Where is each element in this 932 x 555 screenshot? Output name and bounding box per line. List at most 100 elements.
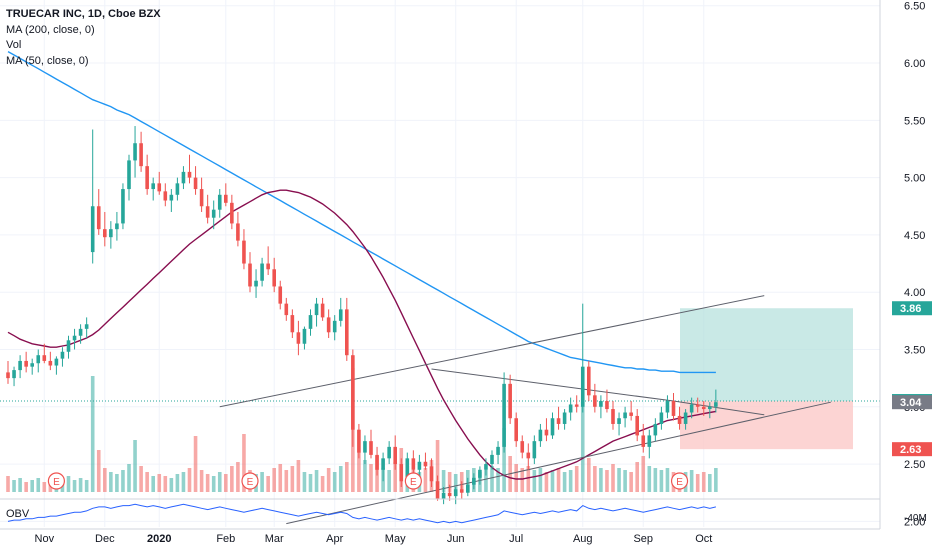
candle-body[interactable] bbox=[12, 370, 16, 379]
candle-body[interactable] bbox=[671, 401, 676, 416]
candle-body[interactable] bbox=[508, 383, 512, 419]
candle-body[interactable] bbox=[562, 412, 567, 424]
candle-body[interactable] bbox=[36, 355, 41, 364]
candle-body[interactable] bbox=[175, 183, 180, 195]
candle-body[interactable] bbox=[490, 454, 494, 465]
candle-body[interactable] bbox=[139, 143, 143, 167]
candle-body[interactable] bbox=[103, 229, 107, 238]
candle-body[interactable] bbox=[199, 189, 204, 207]
candle-body[interactable] bbox=[587, 366, 591, 396]
candle-body[interactable] bbox=[224, 194, 228, 203]
candle-body[interactable] bbox=[338, 309, 343, 321]
candle-body[interactable] bbox=[441, 492, 446, 499]
candle-body[interactable] bbox=[411, 458, 416, 470]
candle-body[interactable] bbox=[574, 404, 579, 407]
candle-body[interactable] bbox=[526, 452, 531, 459]
price-badge[interactable] bbox=[892, 301, 932, 316]
candle-body[interactable] bbox=[653, 423, 658, 436]
earnings-marker[interactable] bbox=[241, 472, 259, 490]
candle-body[interactable] bbox=[115, 223, 119, 230]
legend-vol[interactable]: Vol bbox=[6, 39, 22, 51]
legend-ma50[interactable]: MA (50, close, 0) bbox=[6, 54, 89, 67]
candle-body[interactable] bbox=[683, 412, 688, 424]
candle-body[interactable] bbox=[677, 415, 682, 424]
candle-body[interactable] bbox=[205, 206, 210, 218]
candle-body[interactable] bbox=[96, 206, 101, 230]
candle-body[interactable] bbox=[496, 446, 500, 455]
candle-body[interactable] bbox=[284, 303, 289, 316]
candle-body[interactable] bbox=[695, 404, 700, 407]
candle-body[interactable] bbox=[580, 366, 585, 407]
candle-body[interactable] bbox=[290, 315, 295, 333]
legend-ma200[interactable]: MA (200, close, 0) bbox=[6, 23, 95, 36]
candle-body[interactable] bbox=[665, 401, 670, 413]
candle-body[interactable] bbox=[659, 412, 664, 424]
candle-body[interactable] bbox=[266, 263, 270, 270]
candle-body[interactable] bbox=[121, 189, 125, 224]
candle-body[interactable] bbox=[502, 383, 506, 447]
stop-zone[interactable] bbox=[680, 401, 853, 450]
candle-body[interactable] bbox=[308, 315, 313, 329]
candle-body[interactable] bbox=[532, 441, 537, 459]
candle-body[interactable] bbox=[272, 269, 276, 287]
candle-body[interactable] bbox=[302, 328, 307, 344]
candle-body[interactable] bbox=[314, 303, 319, 316]
candle-body[interactable] bbox=[568, 404, 573, 413]
candle-body[interactable] bbox=[84, 324, 89, 329]
candle-body[interactable] bbox=[538, 429, 543, 442]
candle-body[interactable] bbox=[72, 335, 77, 341]
candle-body[interactable] bbox=[30, 363, 34, 367]
candle-body[interactable] bbox=[459, 489, 464, 493]
candle-body[interactable] bbox=[466, 484, 470, 493]
candle-body[interactable] bbox=[248, 263, 252, 287]
legend-symbol-title[interactable]: TRUECAR INC, 1D, Cboe BZX bbox=[6, 8, 161, 20]
candle-body[interactable] bbox=[520, 441, 525, 453]
candle-body[interactable] bbox=[296, 332, 301, 344]
candle-body[interactable] bbox=[605, 401, 609, 410]
candle-body[interactable] bbox=[447, 492, 452, 497]
candle-body[interactable] bbox=[42, 355, 47, 361]
candle-body[interactable] bbox=[60, 351, 65, 359]
candle-body[interactable] bbox=[6, 372, 10, 379]
candle-body[interactable] bbox=[556, 418, 561, 424]
candle-body[interactable] bbox=[708, 406, 712, 410]
candle-body[interactable] bbox=[326, 317, 331, 333]
candle-body[interactable] bbox=[163, 191, 168, 201]
candle-body[interactable] bbox=[363, 441, 367, 453]
price-badge[interactable] bbox=[892, 442, 932, 457]
candle-body[interactable] bbox=[242, 240, 246, 264]
trendline[interactable] bbox=[431, 368, 674, 402]
candle-body[interactable] bbox=[18, 360, 22, 371]
candle-body[interactable] bbox=[260, 263, 264, 281]
candle-body[interactable] bbox=[54, 358, 59, 366]
candle-body[interactable] bbox=[599, 401, 603, 407]
candle-body[interactable] bbox=[66, 340, 71, 352]
candle-body[interactable] bbox=[550, 418, 555, 436]
target-zone[interactable] bbox=[680, 308, 853, 402]
candle-body[interactable] bbox=[629, 412, 633, 416]
candle-body[interactable] bbox=[544, 429, 549, 436]
candle-body[interactable] bbox=[453, 489, 458, 497]
candle-body[interactable] bbox=[593, 395, 597, 407]
candle-body[interactable] bbox=[635, 415, 639, 436]
price-badge[interactable] bbox=[892, 395, 932, 410]
candle-body[interactable] bbox=[435, 481, 440, 499]
candle-body[interactable] bbox=[127, 160, 131, 190]
candle-body[interactable] bbox=[236, 223, 240, 241]
candle-body[interactable] bbox=[133, 143, 137, 161]
candle-body[interactable] bbox=[647, 435, 652, 447]
candle-body[interactable] bbox=[351, 355, 355, 430]
candle-body[interactable] bbox=[611, 409, 615, 424]
candle-body[interactable] bbox=[484, 464, 488, 470]
candle-body[interactable] bbox=[320, 303, 325, 318]
candle-body[interactable] bbox=[211, 209, 216, 218]
candle-body[interactable] bbox=[472, 477, 476, 485]
candle-body[interactable] bbox=[217, 194, 222, 210]
candle-body[interactable] bbox=[145, 166, 149, 190]
trendline[interactable] bbox=[219, 295, 765, 408]
ma50-line[interactable] bbox=[7, 189, 717, 480]
candle-body[interactable] bbox=[24, 360, 28, 367]
candle-body[interactable] bbox=[48, 360, 53, 366]
candle-body[interactable] bbox=[617, 418, 621, 424]
